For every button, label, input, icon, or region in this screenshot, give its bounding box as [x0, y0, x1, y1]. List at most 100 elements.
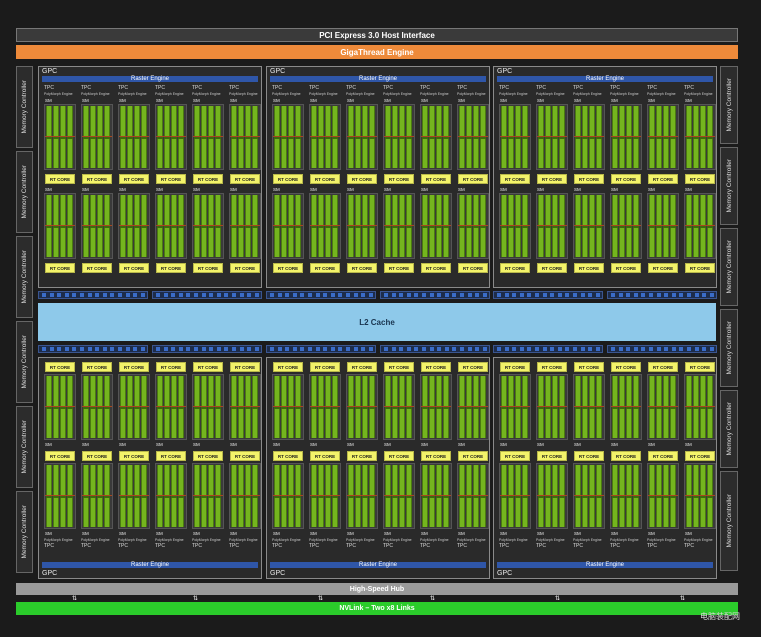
tpc-label: TPC: [272, 85, 282, 91]
l2-memory-segment: [49, 293, 54, 297]
cuda-core-divider: [552, 226, 558, 228]
sm-label: SM: [574, 531, 581, 536]
cuda-core-divider: [83, 407, 89, 409]
polymorph-engine: PolyMorph Engine: [118, 92, 147, 96]
register-file-line: [648, 495, 678, 496]
sm-label: SM: [421, 187, 428, 192]
l2-memory-segment: [399, 293, 404, 297]
cuda-core-divider: [201, 226, 207, 228]
polymorph-engine: PolyMorph Engine: [536, 92, 565, 96]
l2-memory-segment: [361, 347, 366, 351]
sm-label: SM: [310, 187, 317, 192]
sm-label: SM: [119, 531, 126, 536]
cuda-core-divider: [663, 226, 669, 228]
rt-core: RT CORE: [347, 263, 377, 273]
rt-core: RT CORE: [310, 174, 340, 184]
rt-core: RT CORE: [574, 451, 604, 461]
cuda-core-divider: [46, 407, 52, 409]
cuda-core-divider: [238, 407, 244, 409]
register-file-line: [45, 225, 75, 226]
cuda-core-divider: [670, 137, 676, 139]
cuda-core-divider: [686, 407, 692, 409]
watermark: 电脑装配网: [700, 612, 740, 621]
register-file-line: [458, 225, 488, 226]
cuda-core-divider: [707, 496, 713, 498]
l2-memory-segment: [519, 293, 524, 297]
l2-memory-segment: [110, 293, 115, 297]
l2-memory-segment: [429, 347, 434, 351]
sm-label: SM: [310, 442, 317, 447]
tpc-label: TPC: [457, 543, 467, 549]
cuda-core-divider: [208, 226, 214, 228]
l2-memory-segment: [626, 293, 631, 297]
l2-memory-strip: [380, 291, 490, 299]
cuda-core-divider: [178, 226, 184, 228]
rt-core: RT CORE: [156, 362, 186, 372]
register-file-line: [611, 225, 641, 226]
l2-memory-segment: [102, 347, 107, 351]
tpc-label: TPC: [573, 543, 583, 549]
l2-memory-segment: [482, 293, 487, 297]
cuda-core-divider: [104, 226, 110, 228]
l2-memory-segment: [95, 293, 100, 297]
l2-memory-segment: [201, 347, 206, 351]
memory-controller-label: Memory Controller: [725, 321, 733, 375]
cuda-core-divider: [392, 137, 398, 139]
rt-core: RT CORE: [384, 174, 414, 184]
cuda-core-divider: [422, 137, 428, 139]
sm-label: SM: [500, 187, 507, 192]
cuda-core-divider: [700, 137, 706, 139]
rt-core: RT CORE: [45, 362, 75, 372]
l2-memory-segment: [664, 347, 669, 351]
polymorph-engine: PolyMorph Engine: [155, 538, 184, 542]
register-file-line: [273, 495, 303, 496]
cuda-core-divider: [90, 496, 96, 498]
register-file-line: [458, 495, 488, 496]
cuda-core-divider: [281, 137, 287, 139]
l2-memory-segment: [618, 293, 623, 297]
tpc-label: TPC: [499, 543, 509, 549]
cuda-core-divider: [473, 496, 479, 498]
cuda-core-divider: [201, 137, 207, 139]
register-file-line: [421, 225, 451, 226]
l2-memory-segment: [588, 347, 593, 351]
sm-label: SM: [119, 187, 126, 192]
polymorph-engine: PolyMorph Engine: [499, 538, 528, 542]
register-file-line: [347, 406, 377, 407]
l2-memory-segment: [467, 347, 472, 351]
cuda-core-divider: [134, 496, 140, 498]
l2-memory-segment: [270, 293, 274, 297]
l2-memory-segment: [209, 347, 214, 351]
cuda-core-divider: [120, 407, 126, 409]
cuda-core-divider: [127, 407, 133, 409]
cuda-core-divider: [480, 496, 486, 498]
cuda-core-divider: [582, 407, 588, 409]
cuda-core-divider: [157, 226, 163, 228]
l2-memory-segment: [285, 347, 290, 351]
l2-memory-segment: [702, 347, 707, 351]
register-file-line: [119, 495, 149, 496]
cuda-core-divider: [552, 407, 558, 409]
register-file-line: [310, 406, 340, 407]
tpc-label: TPC: [81, 543, 91, 549]
l2-memory-segment: [201, 293, 206, 297]
l2-memory-strip: [152, 345, 262, 353]
cuda-core-divider: [141, 496, 147, 498]
cuda-core-divider: [459, 496, 465, 498]
cuda-core-divider: [208, 496, 214, 498]
l2-memory-segment: [626, 347, 631, 351]
tpc-label: TPC: [383, 85, 393, 91]
l2-memory-segment: [330, 347, 335, 351]
cuda-core-divider: [656, 226, 662, 228]
cuda-core-divider: [443, 137, 449, 139]
l2-memory-segment: [80, 347, 84, 351]
rt-core: RT CORE: [421, 362, 451, 372]
cuda-core-divider: [501, 496, 507, 498]
sm-label: SM: [310, 98, 317, 103]
polymorph-engine: PolyMorph Engine: [155, 92, 184, 96]
cuda-core-divider: [332, 137, 338, 139]
rt-core: RT CORE: [421, 174, 451, 184]
cuda-core-divider: [619, 407, 625, 409]
cuda-core-divider: [90, 407, 96, 409]
register-file-line: [156, 136, 186, 137]
